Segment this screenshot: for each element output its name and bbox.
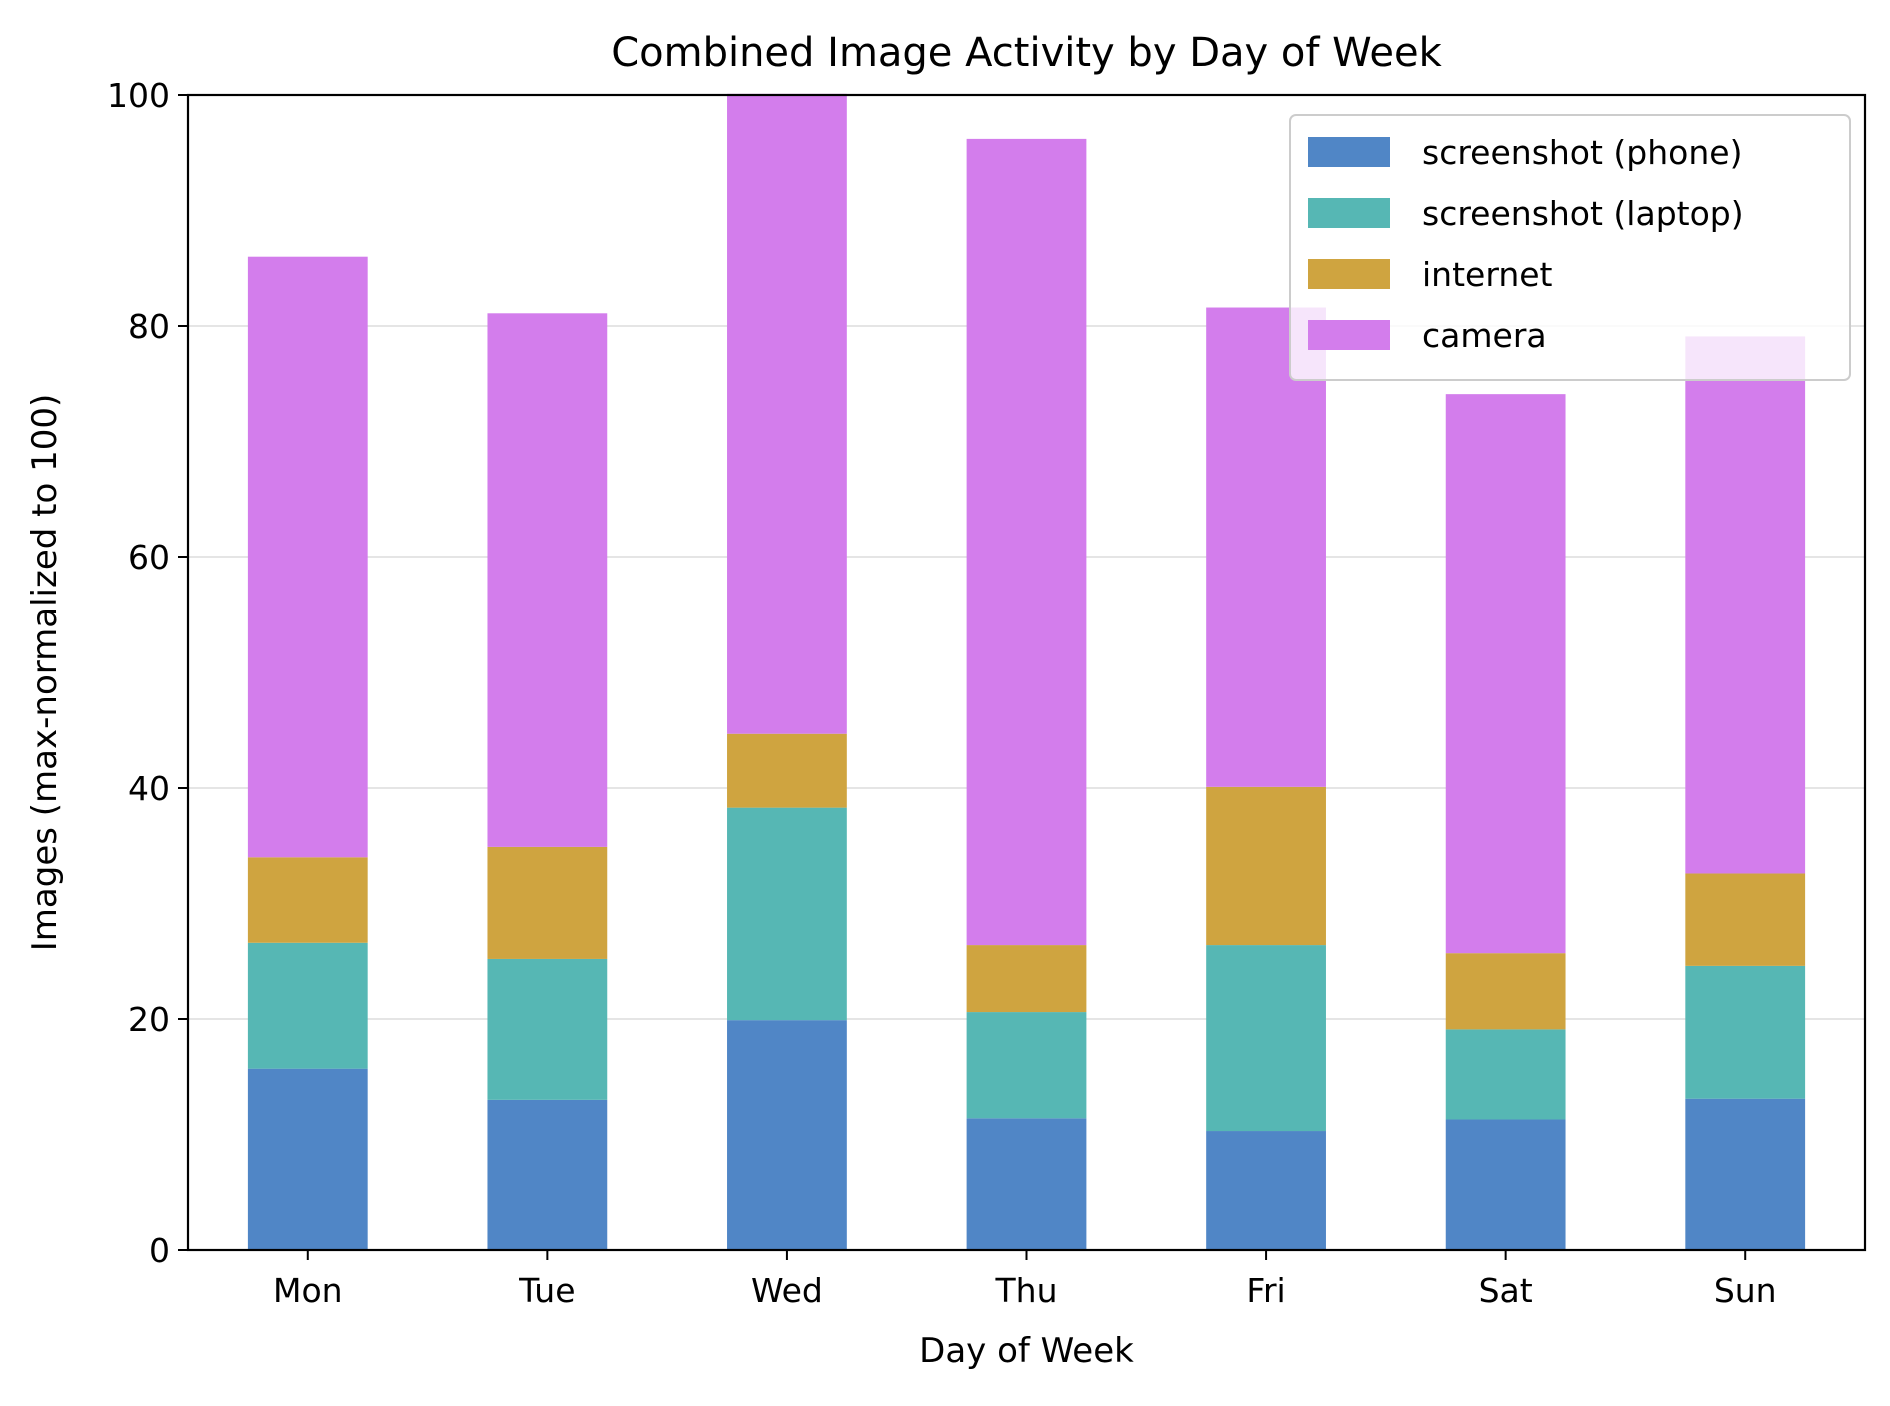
y-tick-label: 100 [107, 76, 170, 115]
bar-tue-series-0 [487, 1099, 608, 1250]
bar-thu-series-2 [966, 945, 1087, 1013]
legend-swatch [1308, 198, 1390, 228]
x-axis: Mon Tue Wed Thu Fri Sat Sun [273, 1250, 1777, 1310]
x-tick-label: Sun [1714, 1271, 1777, 1310]
y-tick-label: 0 [149, 1231, 170, 1270]
legend: screenshot (phone) screenshot (laptop) int… [1289, 114, 1851, 381]
bar-thu-series-3 [966, 138, 1087, 946]
x-tick-label: Mon [273, 1271, 343, 1310]
bar-fri-series-2 [1206, 786, 1326, 946]
bar-wed-series-0 [727, 1020, 847, 1250]
legend-swatch [1308, 259, 1390, 289]
y-axis-label: Images (max-normalized to 100) [25, 394, 65, 951]
legend-label: screenshot (laptop) [1422, 194, 1744, 233]
bar-sat-series-1 [1445, 1029, 1566, 1120]
x-tick-label: Fri [1246, 1271, 1285, 1310]
x-tick-label: Thu [995, 1271, 1058, 1310]
legend-label: internet [1422, 255, 1553, 294]
legend-label: camera [1422, 316, 1547, 355]
bar-tue-series-1 [487, 958, 608, 1100]
bar-fri-series-0 [1206, 1131, 1326, 1250]
bar-sun-series-1 [1685, 965, 1806, 1099]
bar-mon-series-2 [247, 857, 368, 943]
bar-sun-series-0 [1685, 1098, 1806, 1250]
bar-fri-series-1 [1206, 945, 1326, 1132]
legend-label: screenshot (phone) [1422, 133, 1742, 172]
chart-title: Combined Image Activity by Day of Week [611, 30, 1442, 76]
bar-tue-series-2 [487, 846, 608, 959]
legend-box [1289, 114, 1851, 381]
bar-thu-series-0 [966, 1118, 1087, 1250]
y-tick-label: 20 [128, 1000, 170, 1039]
bars [247, 93, 1806, 1250]
x-tick-label: Tue [518, 1271, 575, 1310]
bar-mon-series-1 [247, 942, 368, 1069]
x-tick-label: Sat [1479, 1271, 1533, 1310]
bar-mon-series-3 [247, 256, 368, 858]
legend-swatch [1308, 137, 1390, 167]
bar-sat-series-3 [1445, 394, 1566, 954]
x-axis-label: Day of Week [919, 1331, 1134, 1371]
bar-fri-series-3 [1206, 307, 1326, 787]
y-tick-label: 80 [128, 307, 170, 346]
bar-mon-series-0 [247, 1068, 368, 1250]
bar-sat-series-2 [1445, 953, 1566, 1030]
bar-wed-series-3 [727, 93, 847, 734]
bar-wed-series-1 [727, 807, 847, 1021]
legend-swatch [1308, 320, 1390, 350]
bar-thu-series-1 [966, 1012, 1087, 1119]
x-tick-label: Wed [751, 1271, 823, 1310]
bar-sun-series-2 [1685, 873, 1806, 966]
y-axis: 0 20 40 60 80 100 [107, 76, 188, 1270]
bar-tue-series-3 [487, 313, 608, 847]
y-tick-label: 40 [128, 769, 170, 808]
bar-wed-series-2 [727, 733, 847, 808]
y-tick-label: 60 [128, 538, 170, 577]
bar-sun-series-3 [1685, 336, 1806, 874]
bar-sat-series-0 [1445, 1119, 1566, 1250]
